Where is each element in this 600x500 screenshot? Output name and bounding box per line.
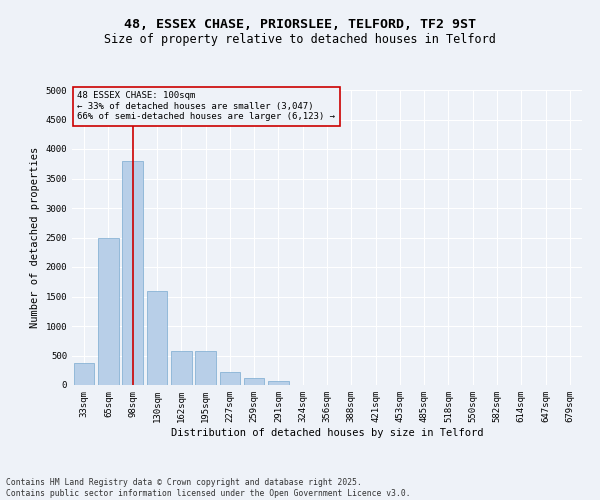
Bar xyxy=(268,381,289,385)
X-axis label: Distribution of detached houses by size in Telford: Distribution of detached houses by size … xyxy=(171,428,483,438)
Bar xyxy=(244,378,265,385)
Text: 48 ESSEX CHASE: 100sqm
← 33% of detached houses are smaller (3,047)
66% of semi-: 48 ESSEX CHASE: 100sqm ← 33% of detached… xyxy=(77,92,335,122)
Text: Contains HM Land Registry data © Crown copyright and database right 2025.
Contai: Contains HM Land Registry data © Crown c… xyxy=(6,478,410,498)
Text: Size of property relative to detached houses in Telford: Size of property relative to detached ho… xyxy=(104,32,496,46)
Bar xyxy=(146,290,167,385)
Bar xyxy=(122,161,143,385)
Bar xyxy=(195,351,216,385)
Bar xyxy=(220,372,240,385)
Y-axis label: Number of detached properties: Number of detached properties xyxy=(30,147,40,328)
Bar xyxy=(98,238,119,385)
Text: 48, ESSEX CHASE, PRIORSLEE, TELFORD, TF2 9ST: 48, ESSEX CHASE, PRIORSLEE, TELFORD, TF2… xyxy=(124,18,476,30)
Bar xyxy=(171,351,191,385)
Bar xyxy=(74,363,94,385)
